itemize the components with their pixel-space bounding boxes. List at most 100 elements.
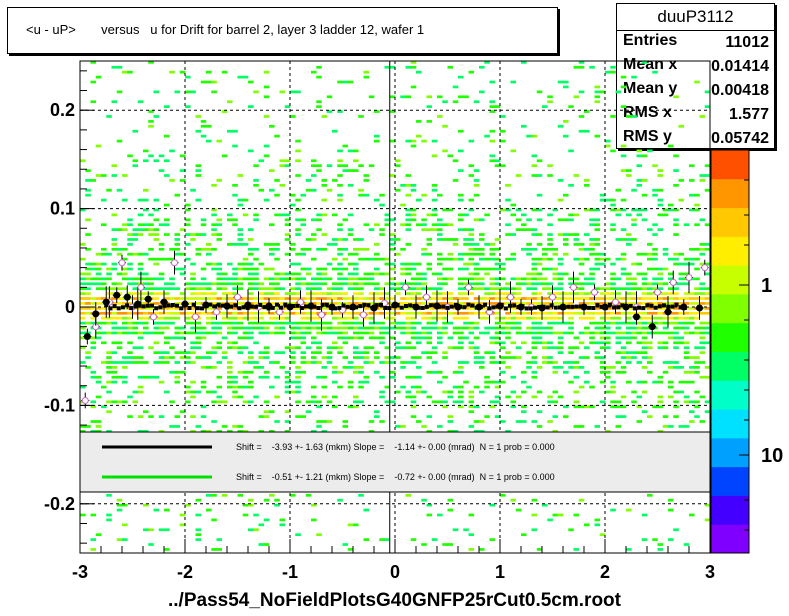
heatmap-cell — [148, 233, 154, 236]
heatmap-cell — [122, 287, 128, 291]
profile-black-band-point — [449, 304, 454, 309]
heatmap-cell — [237, 385, 244, 389]
heatmap-cell — [116, 287, 123, 291]
heatmap-cell — [494, 297, 501, 300]
heatmap-cell — [85, 262, 91, 266]
heatmap-cell — [615, 316, 622, 320]
heatmap-cell — [531, 228, 538, 231]
heatmap-cell — [179, 179, 186, 182]
heatmap-cell — [668, 361, 674, 364]
heatmap-cell — [452, 159, 459, 163]
heatmap-cell — [442, 282, 448, 286]
heatmap-cell — [494, 164, 501, 168]
heatmap-cell — [164, 356, 170, 359]
heatmap-cell — [584, 297, 590, 300]
heatmap-cell — [578, 247, 585, 251]
heatmap-cell — [605, 390, 611, 394]
heatmap-cell — [400, 282, 406, 286]
heatmap-cell — [620, 198, 627, 202]
heatmap-cell — [668, 144, 674, 148]
profile-black-band-point — [557, 305, 562, 310]
heatmap-cell — [458, 400, 464, 404]
heatmap-cell — [699, 115, 706, 118]
heatmap-cell — [95, 262, 102, 266]
heatmap-cell — [442, 405, 448, 409]
heatmap-cell — [557, 233, 564, 236]
heatmap-cell — [578, 297, 585, 300]
heatmap-cell — [269, 124, 275, 128]
heatmap-cell — [379, 203, 385, 207]
heatmap-cell — [626, 311, 632, 315]
heatmap-cell — [221, 400, 228, 404]
heatmap-cell — [484, 316, 490, 320]
heatmap-cell — [578, 366, 585, 369]
heatmap-cell — [85, 169, 91, 172]
heatmap-cell — [489, 341, 496, 345]
heatmap-cell — [699, 395, 706, 399]
heatmap-cell — [668, 380, 674, 384]
profile-black-band-point — [287, 303, 292, 308]
heatmap-cell — [521, 533, 527, 537]
heatmap-cell — [662, 370, 669, 374]
heatmap-cell — [216, 139, 223, 143]
heatmap-cell — [410, 65, 417, 69]
heatmap-cell — [284, 105, 291, 108]
heatmap-cell — [137, 307, 144, 310]
heatmap-cell — [531, 257, 538, 261]
heatmap-cell — [479, 331, 485, 335]
heatmap-cell — [342, 292, 349, 295]
heatmap-cell — [452, 400, 459, 404]
heatmap-cell — [127, 361, 133, 364]
heatmap-cell — [442, 267, 448, 271]
heatmap-cell — [494, 331, 501, 335]
heatmap-cell — [284, 430, 291, 433]
heatmap-cell — [132, 233, 139, 236]
heatmap-cell — [510, 326, 517, 330]
heatmap-cell — [295, 218, 301, 222]
heatmap-cell — [305, 302, 312, 305]
heatmap-cell — [358, 297, 364, 300]
heatmap-cell — [610, 198, 616, 202]
palette-segment — [711, 207, 749, 237]
heatmap-cell — [174, 351, 181, 354]
heatmap-cell — [295, 297, 301, 300]
heatmap-cell — [489, 302, 496, 305]
heatmap-cell — [111, 311, 118, 315]
heatmap-cell — [652, 380, 658, 384]
heatmap-cell — [321, 307, 328, 310]
heatmap-cell — [122, 302, 128, 305]
heatmap-cell — [337, 184, 343, 187]
heatmap-cell — [673, 169, 679, 172]
heatmap-cell — [641, 193, 648, 197]
heatmap-cell — [652, 252, 658, 256]
heatmap-cell — [458, 326, 464, 330]
heatmap-cell — [573, 238, 580, 241]
heatmap-cell — [479, 90, 485, 94]
heatmap-cell — [347, 297, 354, 300]
heatmap-cell — [179, 272, 186, 276]
heatmap-cell — [641, 390, 648, 394]
heatmap-cell — [116, 503, 123, 507]
heatmap-cell — [416, 282, 422, 286]
heatmap-cell — [699, 179, 706, 182]
heatmap-cell — [699, 243, 706, 246]
heatmap-cell — [578, 65, 585, 69]
heatmap-cell — [90, 321, 97, 325]
heatmap-cell — [452, 85, 459, 89]
heatmap-cell — [484, 307, 490, 310]
heatmap-cell — [489, 538, 496, 541]
heatmap-cell — [358, 277, 364, 281]
heatmap-cell — [143, 208, 149, 212]
heatmap-cell — [342, 543, 349, 546]
heatmap-cell — [85, 302, 91, 305]
profile-black-band-point — [295, 303, 300, 308]
heatmap-cell — [164, 341, 170, 345]
heatmap-cell — [421, 331, 427, 335]
heatmap-cell — [337, 277, 343, 281]
heatmap-cell — [158, 257, 165, 261]
heatmap-cell — [279, 326, 286, 330]
heatmap-cell — [337, 370, 343, 374]
heatmap-cell — [615, 336, 622, 340]
heatmap-cell — [447, 415, 454, 418]
heatmap-cell — [704, 400, 711, 404]
